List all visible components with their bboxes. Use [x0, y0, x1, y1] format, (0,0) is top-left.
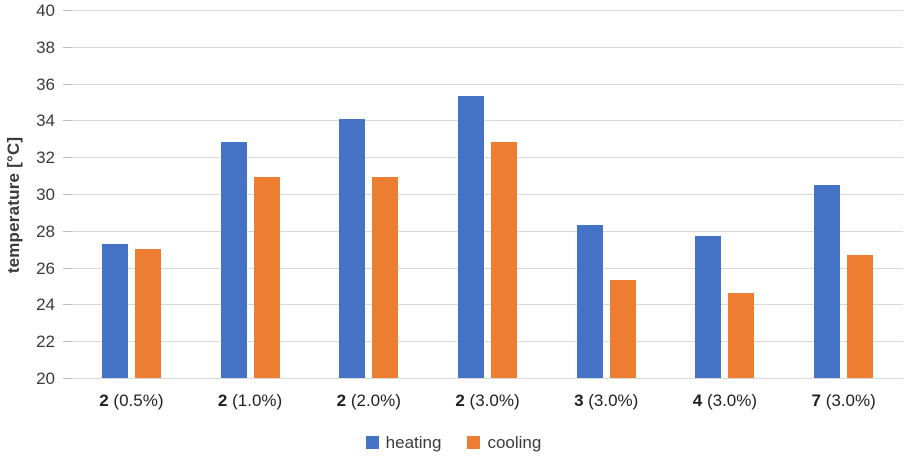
category-sample-number: 7 — [811, 391, 821, 410]
bar-cooling — [372, 177, 399, 378]
category-sample-number: 2 — [455, 391, 465, 410]
gridline — [72, 267, 903, 269]
bar-heating — [101, 243, 128, 378]
category-percentage: (3.0%) — [702, 391, 758, 410]
y-axis-tick-mark — [63, 46, 72, 48]
bar-heating — [576, 225, 603, 378]
legend-swatch-cooling — [467, 436, 481, 449]
gridline — [72, 120, 903, 122]
legend-item-heating: heating — [365, 433, 442, 452]
y-axis-tick-mark — [63, 304, 72, 306]
y-axis-tick-mark — [63, 341, 72, 343]
category-sample-number: 3 — [574, 391, 584, 410]
category-percentage: (3.0%) — [820, 391, 876, 410]
y-tick-label: 34 — [36, 111, 55, 131]
y-axis-tick-mark — [63, 157, 72, 159]
legend-label: cooling — [487, 433, 542, 452]
category-label: 2 (2.0%) — [309, 391, 428, 411]
category-percentage: (3.0%) — [464, 391, 520, 410]
category-label: 2 (1.0%) — [191, 391, 310, 411]
y-axis-tick-mark — [63, 83, 72, 85]
y-axis-tick-mark — [63, 267, 72, 269]
y-tick-label: 20 — [36, 369, 55, 388]
bar-heating — [339, 118, 366, 378]
y-tick-label: 32 — [36, 148, 55, 168]
y-tick-label: 30 — [36, 185, 55, 204]
legend-label: heating — [385, 433, 442, 452]
y-tick-label: 28 — [36, 221, 55, 241]
legend-item-cooling: cooling — [467, 434, 541, 451]
bar-heating — [458, 96, 484, 378]
category-label: 3 (3.0%) — [547, 391, 666, 411]
y-axis-tick-mark — [63, 378, 72, 379]
legend-swatch-heating — [365, 436, 379, 449]
bar-cooling — [491, 142, 517, 378]
y-tick-label: 36 — [36, 74, 55, 94]
category-percentage: (1.0%) — [227, 391, 283, 410]
bar-cooling — [609, 280, 636, 378]
y-tick-label: 22 — [36, 332, 55, 352]
gridline — [72, 230, 903, 232]
category-percentage: (3.0%) — [583, 391, 639, 410]
bar-cooling — [728, 293, 755, 378]
gridline — [72, 157, 903, 159]
category-sample-number: 2 — [336, 391, 347, 410]
bar-cooling — [253, 177, 280, 378]
gridline — [72, 304, 903, 306]
gridline — [72, 341, 903, 343]
y-tick-label: 26 — [36, 258, 55, 278]
bar-heating — [814, 184, 841, 378]
y-tick-label: 38 — [36, 37, 55, 57]
category-percentage: (2.0%) — [346, 391, 401, 410]
y-axis-tick-mark — [63, 120, 72, 122]
bar-cooling — [134, 249, 161, 378]
category-percentage: (0.5%) — [108, 391, 164, 410]
bar-heating — [220, 142, 247, 378]
category-label: 7 (3.0%) — [784, 391, 903, 411]
gridline — [72, 83, 903, 85]
category-label: 2 (0.5%) — [72, 391, 191, 411]
category-sample-number: 4 — [692, 391, 703, 410]
bar-heating — [695, 236, 722, 378]
gridline — [72, 10, 903, 11]
bar-cooling — [847, 254, 874, 378]
gridline — [72, 194, 903, 195]
category-label: 4 (3.0%) — [666, 391, 785, 411]
gridline — [72, 46, 903, 48]
gridline — [72, 378, 903, 379]
y-tick-label: 40 — [36, 1, 55, 20]
y-axis-tick-mark — [63, 230, 72, 232]
y-axis-tick-mark — [63, 10, 72, 11]
category-sample-number: 2 — [99, 391, 109, 410]
category-sample-number: 2 — [217, 391, 228, 410]
legend: heating cooling — [0, 434, 907, 451]
category-label: 2 (3.0%) — [428, 391, 547, 411]
y-tick-label: 24 — [36, 295, 55, 315]
y-axis-tick-mark — [63, 194, 72, 195]
